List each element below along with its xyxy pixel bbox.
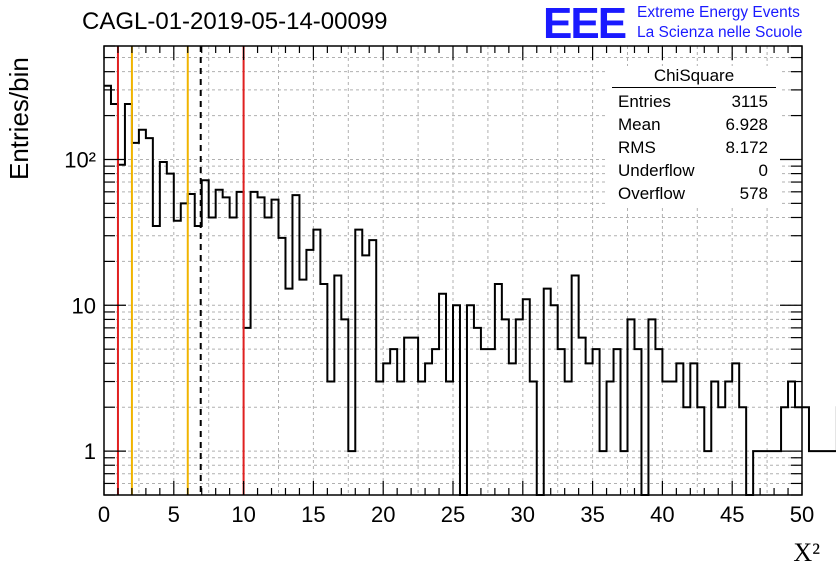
stats-row-rms: RMS 8.172 bbox=[608, 136, 780, 159]
x-tick-label: 25 bbox=[441, 502, 465, 527]
y-tick-label: 10 bbox=[72, 293, 96, 318]
chart-title: CAGL-01-2019-05-14-00099 bbox=[82, 8, 388, 35]
x-tick-label: 5 bbox=[168, 502, 180, 527]
logo-line-1: Extreme Energy Events bbox=[637, 4, 800, 21]
x-tick-label: 40 bbox=[650, 502, 674, 527]
stats-row-entries: Entries 3115 bbox=[608, 90, 780, 113]
stats-row-overflow: Overflow 578 bbox=[608, 182, 780, 205]
x-tick-label: 10 bbox=[231, 502, 255, 527]
stats-value: 3115 bbox=[731, 92, 768, 111]
histogram-series bbox=[104, 84, 836, 496]
x-tick-label: 30 bbox=[511, 502, 535, 527]
stats-title: ChiSquare bbox=[612, 66, 776, 88]
x-tick-label: 45 bbox=[720, 502, 744, 527]
stats-value: 8.172 bbox=[725, 138, 768, 157]
x-tick-label: 20 bbox=[371, 502, 395, 527]
stats-value: 6.928 bbox=[725, 115, 768, 134]
x-tick-label: 50 bbox=[790, 502, 814, 527]
x-tick-label: 35 bbox=[580, 502, 604, 527]
stats-label: Entries bbox=[618, 92, 671, 111]
x-axis-label: X² bbox=[793, 538, 820, 567]
stats-box: ChiSquare Entries 3115 Mean 6.928 RMS 8.… bbox=[608, 66, 780, 205]
stats-label: Underflow bbox=[618, 161, 695, 180]
stats-label: Overflow bbox=[618, 184, 686, 203]
y-tick-label: 10² bbox=[64, 147, 96, 172]
y-tick-label: 1 bbox=[84, 439, 96, 464]
stats-value: 578 bbox=[739, 184, 768, 203]
logo-line-2: La Scienza nelle Scuole bbox=[637, 24, 803, 41]
stats-row-underflow: Underflow 0 bbox=[608, 159, 780, 182]
stats-value: 0 bbox=[758, 161, 768, 180]
stats-label: RMS bbox=[618, 138, 656, 157]
stats-row-mean: Mean 6.928 bbox=[608, 113, 780, 136]
y-axis-label: Entries/bin bbox=[4, 57, 34, 180]
eee-logo: EEE bbox=[543, 0, 627, 48]
x-tick-label: 0 bbox=[98, 502, 110, 527]
x-tick-label: 15 bbox=[301, 502, 325, 527]
stats-label: Mean bbox=[618, 115, 661, 134]
